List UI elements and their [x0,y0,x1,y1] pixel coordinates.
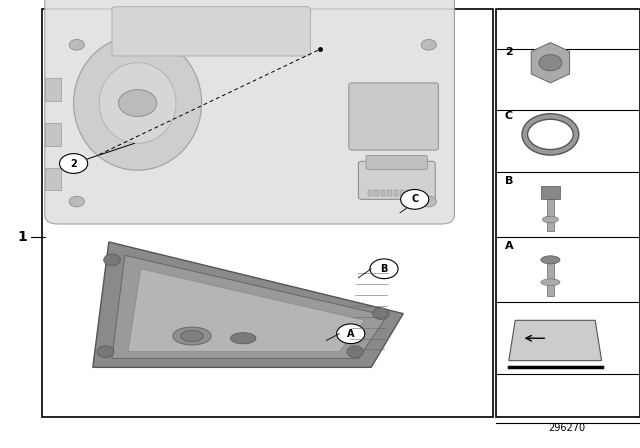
Bar [368,190,372,196]
Circle shape [69,196,84,207]
FancyBboxPatch shape [366,155,428,169]
Circle shape [539,55,562,71]
Bar [381,190,385,196]
Text: A: A [504,241,513,251]
Bar [541,186,560,199]
Text: A: A [347,329,355,339]
Circle shape [60,154,88,173]
Bar [394,190,398,196]
FancyBboxPatch shape [45,0,454,224]
Ellipse shape [543,216,559,223]
Ellipse shape [74,36,202,170]
Circle shape [370,259,398,279]
Circle shape [69,39,84,50]
Bar [406,190,411,196]
Ellipse shape [541,256,560,264]
Bar [45,78,61,101]
Bar [374,190,379,196]
Text: 1: 1 [17,230,28,245]
Circle shape [337,324,365,344]
Bar [400,190,404,196]
Circle shape [118,90,157,116]
Ellipse shape [181,331,204,341]
Circle shape [372,308,389,319]
Circle shape [421,39,436,50]
Circle shape [97,346,114,358]
Circle shape [347,346,364,358]
Text: C: C [505,112,513,121]
Polygon shape [509,320,602,361]
Bar [45,123,61,146]
Bar [496,9,640,417]
FancyBboxPatch shape [112,7,310,56]
FancyBboxPatch shape [349,83,438,150]
Bar [547,199,554,231]
Bar [42,9,493,417]
Bar [387,190,392,196]
Text: B: B [504,177,513,186]
Text: 2: 2 [70,159,77,168]
Ellipse shape [99,63,176,143]
Circle shape [401,190,429,209]
Polygon shape [112,255,387,358]
Ellipse shape [541,279,560,286]
Bar [413,190,417,196]
Text: 2: 2 [505,47,513,56]
Text: C: C [411,194,419,204]
Bar [45,168,61,190]
Bar [547,262,554,296]
Polygon shape [128,269,365,352]
FancyBboxPatch shape [358,161,435,199]
Ellipse shape [173,327,211,345]
Ellipse shape [230,332,256,344]
Circle shape [104,254,120,266]
Circle shape [421,196,436,207]
Text: 296270: 296270 [548,423,585,433]
Text: B: B [380,264,388,274]
Polygon shape [93,242,403,367]
Polygon shape [531,43,570,83]
